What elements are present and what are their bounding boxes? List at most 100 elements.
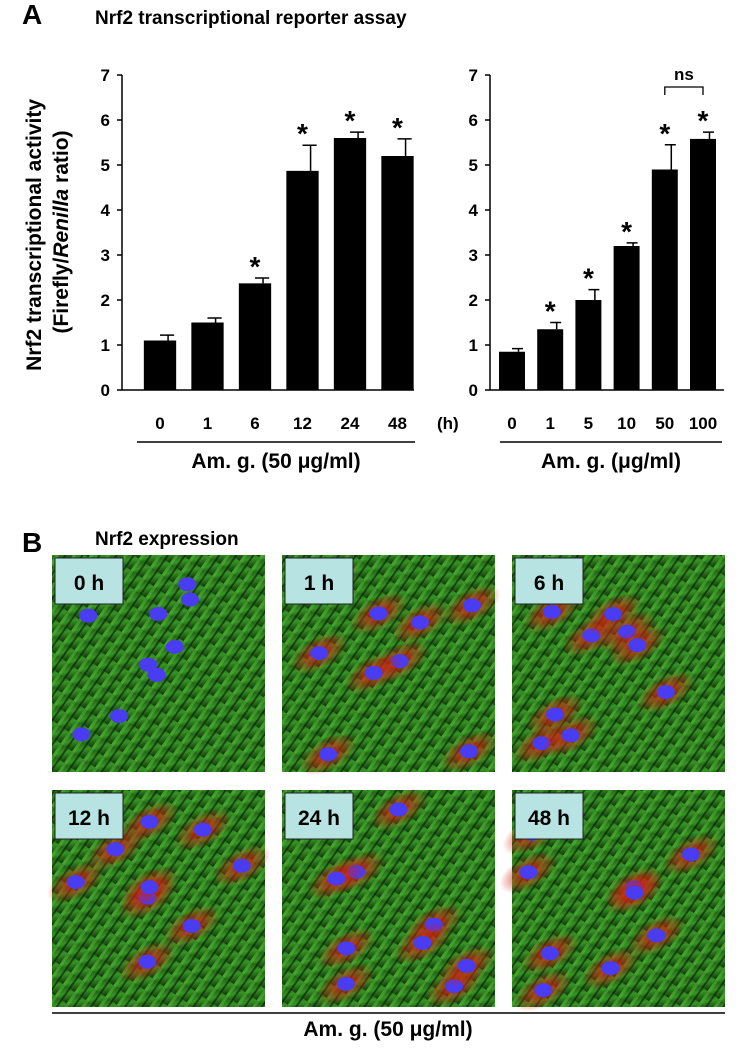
micrograph: 24 h [282,788,496,1008]
bar [537,329,564,390]
significance-mark: * [250,251,261,282]
bar [238,283,272,390]
x-tick-label: 50 [655,414,674,433]
nucleus [542,604,561,619]
y-tick-label: 3 [469,246,478,265]
panel-title: Nrf2 expression [95,529,239,550]
y-tick-label: 0 [101,381,110,400]
panel-label: A [22,0,42,30]
nucleus [232,858,251,873]
image-label-box [54,557,124,605]
bar [381,156,414,390]
error-whisker [626,242,638,246]
error-whisker [397,138,412,156]
nucleus [540,946,559,961]
nucleus [147,667,166,682]
y-tick-label: 5 [469,156,478,175]
error-bar [588,288,600,300]
error-whisker [207,317,222,323]
y-tick-label: 6 [469,111,478,130]
nucleus [628,638,647,653]
significance-mark: * [698,105,709,136]
significance-mark: * [392,112,403,143]
x-unit: (h) [437,414,459,433]
nucleus [546,707,565,722]
image-label: 6 h [534,572,564,595]
nucleus [72,727,91,742]
error-bar [160,334,175,341]
significance-mark: * [297,118,308,149]
bracket-label: ns [674,65,694,84]
x-tick-label: 0 [507,414,516,433]
error-bar [703,131,714,139]
nucleus [336,976,355,991]
nucleus [79,608,98,623]
bar [333,138,367,390]
nucleus [310,646,329,661]
y-tick-label: 7 [469,66,478,85]
significance-mark: * [621,216,632,247]
error-whisker [255,277,270,284]
x-tick-label: 24 [341,414,360,433]
panel-label: B [22,527,42,558]
nucleus [106,842,125,857]
y-tick-label: 7 [101,66,110,85]
y-tick-label: 1 [469,336,478,355]
y-tick-label: 1 [101,336,110,355]
nucleus [682,847,701,862]
error-bar [550,321,562,330]
error-whisker [550,321,562,330]
error-whisker [703,131,714,139]
y-tick-label: 2 [101,291,110,310]
error-whisker [302,144,317,171]
nucleus [140,814,159,829]
error-bar [302,144,317,171]
nucleus [319,747,338,762]
bar [690,138,716,390]
image-label-box [284,792,354,840]
x-tick-label: 48 [388,414,407,433]
nucleus [534,983,553,998]
significance-mark: * [659,118,670,149]
image-label-box [514,792,584,840]
bar [499,351,525,390]
nucleus [561,728,580,743]
error-bar [255,277,270,284]
error-whisker [512,347,523,352]
nucleus [337,941,356,956]
y-tick-label: 0 [469,381,478,400]
bar [575,300,602,390]
nucleus [66,875,85,890]
y-tick-label: 6 [101,111,110,130]
nucleus [369,606,388,621]
nucleus [601,961,620,976]
x-tick-label: 1 [203,414,212,433]
nucleus [182,918,201,933]
nucleus [519,865,538,880]
image-label: 24 h [298,807,340,830]
image-label: 48 h [528,807,570,830]
y-tick-label: 4 [101,201,111,220]
panel-title: Nrf2 transcriptional reporter assay [95,8,407,29]
x-tick-label: 1 [545,414,554,433]
error-whisker [160,334,175,341]
x-tick-label: 12 [293,414,312,433]
image-label: 12 h [68,807,110,830]
x-tick-label: 6 [250,414,259,433]
bar [651,169,678,390]
image-label: 0 h [74,572,104,595]
nucleus [110,709,129,724]
nucleus [364,665,383,680]
nucleus [457,958,476,973]
error-bar [626,242,638,246]
error-bar [207,317,222,323]
nucleus [647,928,666,943]
nucleus [389,802,408,817]
y-axis-label: Nrf2 transcriptional activity (Firefly/R… [23,93,73,371]
nucleus [193,822,212,837]
error-whisker [588,288,600,300]
error-bar [664,144,676,170]
micrograph: 12 h [46,790,271,1007]
x-tick-label: 5 [584,414,593,433]
